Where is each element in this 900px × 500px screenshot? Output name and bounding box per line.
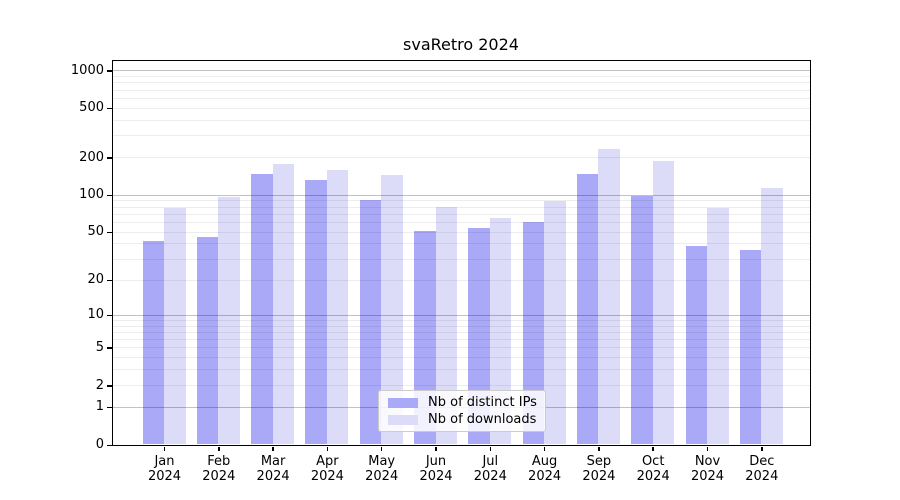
- bar-distinct-ips-nov: [685, 246, 707, 445]
- bar-downloads-jan: [164, 207, 186, 445]
- bar-downloads-oct: [652, 161, 675, 445]
- y-tick-label-2: 2: [95, 377, 104, 393]
- x-tick-label-apr: Apr 2024: [310, 454, 344, 484]
- bar-downloads-sep: [598, 148, 620, 445]
- bar-downloads-dec: [761, 188, 783, 445]
- bar-distinct-ips-jan: [142, 240, 164, 445]
- y-tick-10: [106, 314, 112, 317]
- bar-distinct-ips-oct: [631, 195, 653, 445]
- y-tick-label-200: 200: [79, 149, 104, 165]
- legend-label-downloads: Nb of downloads: [428, 412, 537, 427]
- legend-item-distinct-ips: Nb of distinct IPs: [388, 395, 537, 410]
- bar-downloads-aug: [544, 201, 566, 445]
- x-tick-dec: [761, 446, 763, 451]
- y-tick-label-10: 10: [87, 307, 104, 323]
- y-tick-label-1000: 1000: [70, 62, 104, 78]
- bars-layer: [113, 61, 810, 445]
- x-tick-jan: [163, 446, 166, 451]
- bar-downloads-feb: [218, 197, 240, 445]
- y-tick-label-0: 0: [95, 437, 104, 452]
- y-tick-5: [106, 347, 112, 349]
- y-tick-label-1: 1: [95, 399, 104, 415]
- y-tick-label-50: 50: [87, 224, 104, 240]
- y-tick-label-20: 20: [87, 272, 104, 288]
- y-tick-50: [106, 231, 112, 234]
- y-tick-200: [106, 157, 112, 159]
- bar-downloads-apr: [326, 169, 349, 445]
- y-tick-label-5: 5: [95, 339, 104, 355]
- bar-distinct-ips-feb: [196, 237, 219, 445]
- y-tick-1: [106, 406, 112, 409]
- bar-distinct-ips-dec: [739, 250, 762, 445]
- x-tick-oct: [652, 446, 654, 451]
- bar-distinct-ips-may: [359, 200, 382, 445]
- x-tick-label-sep: Sep 2024: [582, 454, 616, 484]
- x-tick-jul: [489, 446, 492, 451]
- y-tick-label-100: 100: [79, 187, 104, 203]
- x-tick-aug: [543, 446, 546, 451]
- legend-item-downloads: Nb of downloads: [388, 412, 536, 427]
- x-tick-apr: [326, 446, 329, 451]
- legend-swatch-distinct-ips: [388, 397, 418, 408]
- legend-label-distinct-ips: Nb of distinct IPs: [428, 395, 537, 410]
- x-tick-label-may: May 2024: [365, 454, 399, 484]
- bar-downloads-nov: [707, 207, 729, 445]
- x-tick-label-oct: Oct 2024: [636, 454, 670, 484]
- x-tick-label-feb: Feb 2024: [202, 454, 236, 484]
- y-tick-1000: [106, 70, 112, 72]
- x-tick-label-jan: Jan 2024: [147, 454, 182, 484]
- y-tick-2: [106, 385, 112, 387]
- x-tick-label-nov: Nov 2024: [690, 454, 725, 484]
- x-tick-mar: [272, 446, 274, 451]
- bar-distinct-ips-apr: [305, 179, 327, 445]
- y-tick-100: [106, 194, 112, 197]
- y-tick-500: [106, 107, 112, 110]
- legend-swatch-downloads: [388, 414, 418, 425]
- y-tick-label-500: 500: [79, 100, 104, 116]
- bar-distinct-ips-aug: [522, 221, 545, 445]
- x-tick-label-jun: Jun 2024: [419, 454, 453, 484]
- x-tick-label-mar: Mar 2024: [256, 454, 290, 484]
- x-tick-nov: [706, 446, 709, 451]
- y-tick-0: [106, 444, 112, 446]
- x-tick-label-jul: Jul 2024: [473, 454, 507, 484]
- x-tick-feb: [218, 446, 220, 451]
- y-tick-20: [106, 279, 112, 282]
- bar-distinct-ips-sep: [576, 174, 599, 445]
- x-tick-label-aug: Aug 2024: [528, 454, 562, 484]
- legend: Nb of distinct IPs Nb of downloads: [378, 390, 546, 432]
- bar-downloads-mar: [272, 164, 295, 445]
- bar-distinct-ips-mar: [251, 173, 273, 445]
- bar-downloads-jul: [489, 217, 512, 445]
- x-tick-jun: [435, 446, 437, 451]
- bar-downloads-may: [381, 174, 403, 445]
- x-tick-sep: [598, 446, 600, 451]
- x-tick-may: [380, 446, 383, 451]
- x-tick-label-dec: Dec 2024: [745, 454, 779, 484]
- plot-area: [111, 59, 811, 446]
- chart-title: svaRetro 2024: [403, 35, 519, 54]
- bar-downloads-jun: [435, 206, 457, 445]
